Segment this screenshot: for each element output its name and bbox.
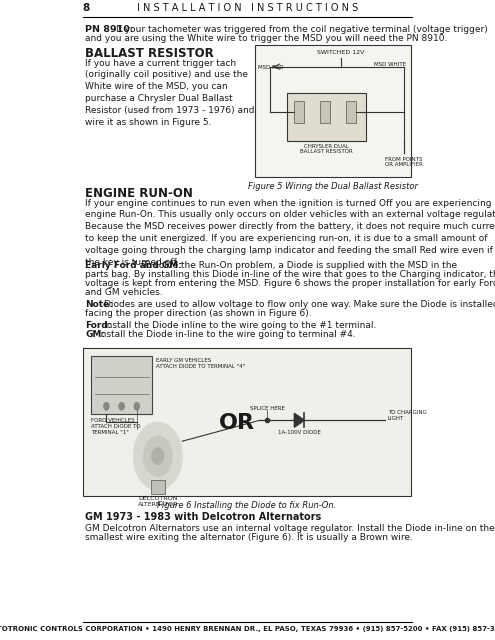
- Text: parts bag. By installing this Diode in-line of the wire that goes to the Chargin: parts bag. By installing this Diode in-l…: [86, 271, 495, 280]
- Circle shape: [152, 448, 164, 465]
- Text: PN 8910:: PN 8910:: [86, 25, 134, 34]
- Text: FORD VEHICLES
ATTACH DIODE TO
TERMINAL "1": FORD VEHICLES ATTACH DIODE TO TERMINAL "…: [91, 419, 141, 435]
- Text: DELCOTRON
ALTERNATOR: DELCOTRON ALTERNATOR: [138, 496, 178, 507]
- Text: 8: 8: [83, 3, 90, 13]
- Text: SWITCHED 12V: SWITCHED 12V: [317, 50, 364, 54]
- Circle shape: [119, 403, 124, 410]
- Text: and you are using the White wire to trigger the MSD you will need the PN 8910.: and you are using the White wire to trig…: [86, 34, 448, 43]
- Text: I N S T A L L A T I O N   I N S T R U C T I O N S: I N S T A L L A T I O N I N S T R U C T …: [137, 3, 358, 13]
- Circle shape: [103, 403, 109, 410]
- Text: smallest wire exiting the alternator (Figure 6). It is usually a Brown wire.: smallest wire exiting the alternator (Fi…: [86, 533, 413, 542]
- Bar: [287, 93, 366, 141]
- Text: 1A-100V DIODE: 1A-100V DIODE: [278, 430, 321, 435]
- Text: Note:: Note:: [86, 300, 113, 309]
- Bar: [320, 100, 330, 123]
- Text: voltage is kept from entering the MSD. Figure 6 shows the proper installation fo: voltage is kept from entering the MSD. F…: [86, 280, 495, 289]
- Text: Ford:: Ford:: [86, 321, 112, 330]
- Text: Install the Diode in-line to the wire going to terminal #4.: Install the Diode in-line to the wire go…: [99, 330, 356, 339]
- Text: To solve the Run-On problem, a Diode is supplied with the MSD in the: To solve the Run-On problem, a Diode is …: [142, 262, 457, 271]
- Text: Figure 5 Wiring the Dual Ballast Resistor: Figure 5 Wiring the Dual Ballast Resisto…: [248, 182, 418, 191]
- Bar: [150, 480, 165, 494]
- Text: EARLY GM VEHICLES
ATTACH DIODE TO TERMINAL "4": EARLY GM VEHICLES ATTACH DIODE TO TERMIN…: [155, 358, 245, 369]
- Text: ENGINE RUN-ON: ENGINE RUN-ON: [86, 186, 193, 200]
- Text: Install the Diode inline to the wire going to the #1 terminal.: Install the Diode inline to the wire goi…: [104, 321, 376, 330]
- Text: Diodes are used to allow voltage to flow only one way. Make sure the Diode is in: Diodes are used to allow voltage to flow…: [104, 300, 495, 309]
- Text: CHRYSLER DUAL
BALLAST RESISTOR: CHRYSLER DUAL BALLAST RESISTOR: [300, 143, 353, 154]
- Text: GM 1973 - 1983 with Delcotron Alternators: GM 1973 - 1983 with Delcotron Alternator…: [86, 512, 322, 522]
- Polygon shape: [295, 413, 304, 428]
- Text: facing the proper direction (as shown in Figure 6).: facing the proper direction (as shown in…: [86, 309, 312, 318]
- Text: SPLICE HERE: SPLICE HERE: [249, 406, 285, 412]
- Text: If you have a current trigger tach
(originally coil positive) and use the
White : If you have a current trigger tach (orig…: [86, 59, 255, 127]
- Text: If your engine continues to run even when the ignition is turned Off you are exp: If your engine continues to run even whe…: [86, 198, 495, 266]
- Text: GM:: GM:: [86, 330, 105, 339]
- Circle shape: [134, 403, 140, 410]
- Bar: [83, 348, 411, 496]
- Bar: [346, 100, 356, 123]
- Text: MSD WHITE: MSD WHITE: [374, 61, 406, 67]
- Circle shape: [143, 436, 172, 477]
- Text: Figure 6 Installing the Diode to fix Run-On.: Figure 6 Installing the Diode to fix Run…: [157, 501, 337, 510]
- Text: BALLAST RESISTOR: BALLAST RESISTOR: [86, 47, 214, 60]
- Text: TO CHARGING
LIGHT: TO CHARGING LIGHT: [388, 410, 427, 421]
- Circle shape: [134, 422, 182, 490]
- Text: FROM POINTS
OR AMPLIFIER: FROM POINTS OR AMPLIFIER: [385, 157, 423, 168]
- Bar: [91, 356, 152, 414]
- Text: If your tachometer was triggered from the coil negative terminal (voltage trigge: If your tachometer was triggered from th…: [116, 25, 488, 34]
- Bar: [254, 45, 411, 177]
- Text: GM Delcotron Alternators use an internal voltage regulator. Install the Diode in: GM Delcotron Alternators use an internal…: [86, 524, 495, 533]
- Bar: [294, 100, 304, 123]
- Text: and GM vehicles.: and GM vehicles.: [86, 289, 163, 298]
- Text: Early Ford and GM:: Early Ford and GM:: [86, 262, 182, 271]
- Text: OR: OR: [219, 413, 255, 433]
- Text: AUTOTRONIC CONTROLS CORPORATION • 1490 HENRY BRENNAN DR., EL PASO, TEXAS 79936 •: AUTOTRONIC CONTROLS CORPORATION • 1490 H…: [0, 626, 495, 632]
- Text: MSD RED: MSD RED: [257, 65, 283, 70]
